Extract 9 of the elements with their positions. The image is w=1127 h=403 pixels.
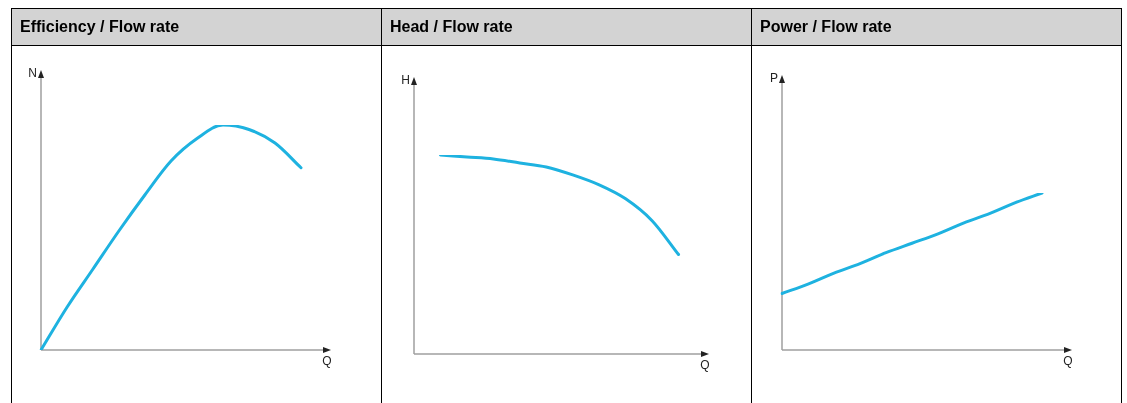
x-axis-title: Q — [1063, 354, 1073, 369]
x-axis-title: Q — [322, 354, 332, 369]
y-axis-title: N — [28, 66, 37, 81]
y-axis-title: H — [401, 73, 410, 88]
chart-title: Efficiency / Flow rate — [12, 9, 381, 46]
x-axis-title: Q — [700, 358, 710, 373]
y-axis-title: P — [769, 71, 778, 86]
chart-title: Head / Flow rate — [382, 9, 751, 46]
chart-title: Power / Flow rate — [752, 9, 1121, 46]
